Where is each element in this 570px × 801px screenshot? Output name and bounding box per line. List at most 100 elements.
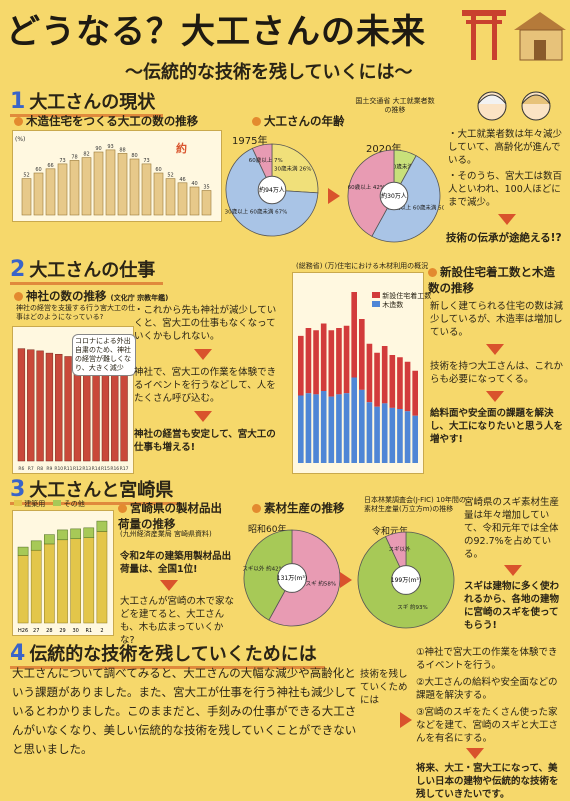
pie1975-slice-0	[271, 143, 319, 194]
bar-13	[177, 182, 188, 216]
bar-label-4: 78	[71, 154, 77, 160]
carpenters-illustration	[477, 91, 551, 121]
material-source: 日本林業調査会(J-FIC) 10年間の素材生産量(万立方m)の推移	[364, 496, 466, 513]
shrine-bar-9	[101, 364, 110, 462]
sec2-note2-3: 給料面や安全面の課題を解決し、大工になりたいと思う人を増やす!	[430, 408, 564, 445]
sec4-final: 将来、大工・宮大工になって、美しい日本の建物や伝統的な技術を残していきたいです。	[416, 763, 559, 800]
sec1-chart-title: 木造住宅をつくる大工の数の推移	[14, 113, 198, 129]
bar-label-6: 90	[95, 146, 101, 152]
shrine-tick-0: R6	[18, 466, 24, 472]
bar-15	[201, 190, 212, 216]
wood-bar-6	[343, 393, 350, 463]
prod-title: 宮崎県の製材品出荷量の推移	[118, 501, 222, 531]
pie3-center	[277, 563, 307, 593]
lumber-build-3	[57, 539, 68, 624]
lumber-tick-4: 30	[72, 628, 78, 634]
lumber-build-5	[83, 537, 95, 624]
arrow-down-icon	[486, 344, 504, 355]
sec3-note-2: スギは建物に多く使われるから、各地の建物に宮崎のスギを使ってもらう!	[464, 581, 560, 631]
sec4-item-3: ③宮崎のスギをたくさん使った家などを建て、宮崎のスギと大工さんを有名にする。	[416, 707, 559, 744]
lumber-build-1	[30, 549, 42, 624]
lumber-build-0	[17, 555, 29, 624]
lumber-other-6	[96, 520, 108, 532]
starts-bar-9	[366, 343, 373, 403]
pie2020-label-0: 30歳未満	[389, 162, 413, 170]
starts-bar-6	[343, 325, 350, 394]
lumber-other-5	[83, 527, 95, 538]
starts-bar-14	[404, 361, 411, 412]
arrow-right-icon	[340, 572, 352, 588]
shrine-bar-11	[120, 366, 128, 462]
sec2-note-1: ・これから先も神社が減少していくと、宮大工の仕事もなくなっていくかもしれない。	[134, 305, 277, 342]
wood-bar-10	[374, 406, 380, 463]
lumber-build-6	[96, 531, 108, 624]
arrow-down-icon	[504, 565, 522, 576]
bar-label-0: 52	[23, 173, 29, 179]
shrine-bar-10	[111, 365, 119, 462]
lumber-other-1	[30, 540, 42, 551]
wood-bar-7	[351, 377, 357, 463]
bullet-dot-icon	[118, 504, 127, 513]
shrine-tick-10: R16	[110, 466, 119, 472]
wood-bar-2	[313, 394, 319, 463]
starts-bar-13	[397, 357, 403, 409]
sec1-conclusion: 技術の伝承が途絶える!?	[446, 232, 562, 244]
pie1975-center	[257, 175, 287, 205]
wood-bar-15	[412, 415, 418, 463]
shrine-chart-title: 神社の数の推移 (文化庁 宗教年鑑)	[14, 288, 168, 304]
pie3-center-text: 131万(m³)	[277, 575, 307, 582]
bar-1	[33, 172, 44, 216]
prod-note-1: 令和2年の建築用製材品出荷量は、全国1位!	[120, 551, 232, 575]
lumber-build-2	[44, 543, 55, 624]
housing-legend: 新設住宅着工数 木造数	[372, 292, 431, 310]
starts-bar-4	[328, 330, 335, 397]
pie-reiwa-year: 令和元年	[372, 527, 409, 537]
bar-12	[165, 178, 176, 216]
chart-annotation: 約	[176, 142, 187, 155]
bar-label-14: 40	[191, 181, 197, 187]
bar-label-1: 60	[35, 167, 41, 173]
bar-9	[129, 158, 140, 216]
wood-bar-9	[366, 402, 373, 463]
material-title: 素材生産の推移	[252, 500, 345, 516]
bullet-dot-icon	[252, 117, 261, 126]
shrine-bar-4	[55, 353, 63, 462]
sec3-note-1: 宮崎県のスギ素材生産量は年々増加していて、令和元年では全体の92.7%を占めてい…	[464, 497, 560, 560]
starts-bar-8	[359, 319, 365, 390]
age-pie-1975: 30歳未満 26% 30歳以上 60歳未満 67% 60歳以上 7% 約94万人	[225, 143, 319, 237]
arrow-down-icon	[194, 411, 212, 422]
bar-label-8: 88	[119, 147, 125, 153]
prod-notes: 令和2年の建築用製材品出荷量は、全国1位! 大工さんが宮崎の木で家などを建てると…	[120, 550, 234, 647]
pie1975-label-1: 30歳以上 60歳未満 67%	[225, 208, 288, 216]
wood-bar-14	[404, 411, 411, 463]
shrine-bar-1	[27, 349, 35, 462]
wood-bar-11	[381, 403, 388, 463]
wood-bar-8	[359, 389, 365, 463]
lumber-tick-3: 29	[59, 628, 65, 634]
bar-8	[117, 153, 128, 216]
bullet-dot-icon	[252, 504, 261, 513]
lumber-tick-2: 28	[46, 628, 52, 634]
lumber-other-4	[70, 528, 81, 540]
section4-heading: 4 伝統的な技術を残していくためには	[10, 640, 325, 669]
pie3-label-1: スギ以外 約42%	[242, 565, 283, 573]
housing-chart-source: (総務省) (万)住宅における木材利用の概況	[296, 262, 429, 270]
pie4-label-0: スギ 約93%	[397, 603, 427, 611]
sec4-list: ①神社で宮大工の作業を体験できるイベントを行う。 ②大工さんの給料や安全面などの…	[416, 646, 566, 801]
page-subtitle: 〜伝統的な技術を残していくには〜	[125, 62, 413, 83]
sec2-notes: ・これから先も神社が減少していくと、宮大工の仕事もなくなっていくかもしれない。 …	[134, 304, 284, 454]
pie2020-label-2: 60歳以上 42%	[348, 183, 385, 191]
shrine-tick-9: R15	[101, 466, 110, 472]
shrine-bar-5	[64, 356, 72, 462]
section1-heading: 1 大工さんの現状	[10, 88, 164, 117]
bar-label-12: 52	[167, 173, 173, 179]
starts-bar-10	[374, 352, 380, 407]
wood-bar-5	[336, 394, 342, 463]
age-title: 大工さんの年齢	[252, 113, 345, 129]
wood-bar-0	[298, 395, 304, 463]
pie2020-center	[379, 181, 409, 211]
age-source: 国土交通省 大工就業者数の推移	[355, 97, 435, 114]
pie4-center	[391, 565, 421, 595]
sec4-body: 大工さんについて調べてみると、大工さんの大幅な減少や高齢化という課題がありました…	[12, 666, 357, 756]
wood-bar-4	[328, 396, 335, 463]
